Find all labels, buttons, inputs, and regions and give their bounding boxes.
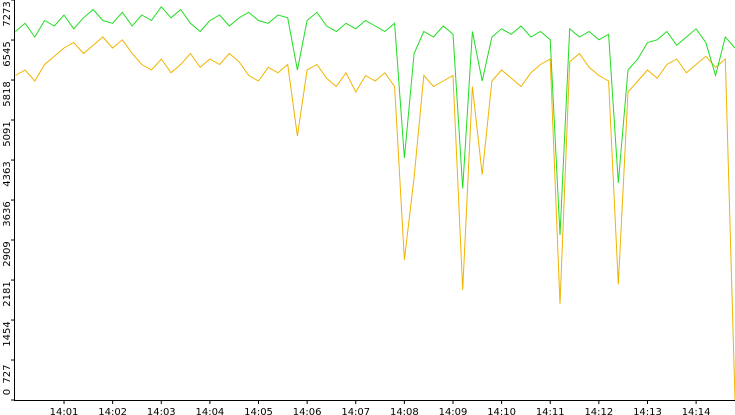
x-tick-label: 14:05 (244, 407, 273, 415)
y-tick-label: 7273 (2, 1, 13, 26)
y-tick-label: 2909 (2, 241, 13, 266)
x-tick-label: 14:13 (633, 407, 662, 415)
x-tick-label: 14:01 (50, 407, 79, 415)
y-tick-label: 3636 (2, 201, 13, 226)
x-tick-label: 14:04 (195, 407, 224, 415)
y-tick-label: 0 (2, 389, 13, 395)
x-tick-label: 14:03 (147, 407, 176, 415)
y-tick-label: 1454 (2, 321, 13, 346)
y-tick-label: 727 (2, 364, 13, 383)
y-tick-label: 6545 (2, 41, 13, 66)
x-tick-label: 14:12 (584, 407, 613, 415)
x-tick-label: 14:14 (682, 407, 711, 415)
x-tick-label: 14:11 (536, 407, 565, 415)
x-tick-label: 14:02 (98, 407, 127, 415)
y-tick-label: 5818 (2, 81, 13, 106)
series-line (15, 36, 735, 401)
x-tick-label: 14:10 (487, 407, 516, 415)
x-tick-label: 14:06 (293, 407, 322, 415)
y-tick-label: 5091 (2, 121, 13, 146)
x-tick-label: 14:07 (341, 407, 370, 415)
x-tick-label: 14:08 (390, 407, 419, 415)
y-tick-label: 2181 (2, 281, 13, 306)
y-tick-label: 4363 (2, 161, 13, 186)
series-line (15, 5, 735, 236)
x-tick-label: 14:09 (439, 407, 468, 415)
